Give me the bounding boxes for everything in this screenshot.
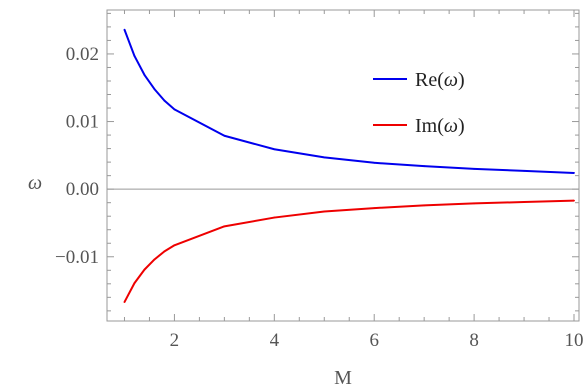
y-tick-label: 0.00 xyxy=(66,179,99,200)
data-point-1 xyxy=(423,204,426,207)
data-point-1 xyxy=(573,199,575,202)
data-point-0 xyxy=(523,170,525,172)
legend: Re(ω) Im(ω) xyxy=(373,69,465,137)
y-tick-label: 0.02 xyxy=(66,44,99,65)
series-line-0 xyxy=(123,29,575,174)
data-point-1 xyxy=(473,202,476,205)
data-point-0 xyxy=(133,55,136,57)
data-point-0 xyxy=(373,161,376,164)
data-point-1 xyxy=(163,250,166,253)
x-tick-label: 2 xyxy=(170,330,180,351)
data-point-0 xyxy=(573,172,575,174)
data-point-0 xyxy=(273,148,276,151)
data-point-0 xyxy=(153,88,156,91)
data-point-0 xyxy=(223,134,226,137)
x-tick-label: 8 xyxy=(469,330,479,351)
data-point-0 xyxy=(173,108,176,111)
data-point-0 xyxy=(143,74,146,76)
plot-frame xyxy=(106,9,580,322)
data-point-1 xyxy=(223,225,226,228)
data-point-0 xyxy=(163,99,166,102)
y-tick-label: −0.01 xyxy=(55,247,99,268)
data-point-1 xyxy=(323,210,326,213)
series-line-1 xyxy=(123,199,575,303)
legend-label: Im(ω) xyxy=(415,115,465,137)
data-point-1 xyxy=(173,244,176,247)
data-point-1 xyxy=(143,268,146,271)
y-axis-label: ω xyxy=(28,172,42,194)
data-point-1 xyxy=(373,207,376,209)
x-tick-labels: 2 4 6 8 10 xyxy=(170,330,584,351)
data-point-1 xyxy=(273,216,276,219)
data-point-0 xyxy=(123,28,126,31)
y-tick-labels: 0.02 0.01 0.00 −0.01 xyxy=(55,44,99,268)
x-axis-label: M xyxy=(334,367,352,389)
x-tick-label: 10 xyxy=(565,330,584,351)
data-point-0 xyxy=(323,156,326,159)
y-tick-label: 0.01 xyxy=(66,112,99,133)
tick-marks xyxy=(107,10,579,321)
series-layer xyxy=(123,28,575,303)
data-point-1 xyxy=(133,282,136,285)
data-point-1 xyxy=(153,258,156,261)
x-tick-label: 6 xyxy=(369,330,379,351)
data-point-1 xyxy=(123,301,126,303)
data-point-0 xyxy=(473,167,476,170)
data-point-0 xyxy=(423,165,426,168)
legend-label: Re(ω) xyxy=(415,69,465,91)
data-point-1 xyxy=(523,201,525,203)
x-tick-label: 4 xyxy=(270,330,280,351)
